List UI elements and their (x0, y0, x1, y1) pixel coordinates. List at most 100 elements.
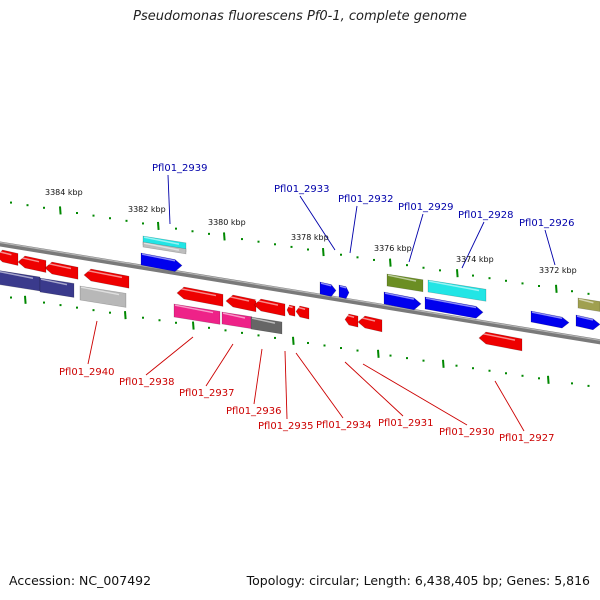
gene-left-red-4-shine (84, 269, 123, 279)
reverse-gene-leader (284, 350, 288, 420)
outer-tick-dot (356, 256, 359, 259)
gene-pfl01-2926-shine (531, 311, 563, 320)
outer-tick-dot (175, 227, 177, 230)
gene-pfl01-2929-shine (384, 292, 415, 300)
genome-title: Pseudomonas fluorescens Pf0-1, complete … (133, 9, 467, 24)
outer-tick-dot (422, 266, 425, 269)
tick-label: 3378 kbp (291, 233, 329, 242)
gene-pfl01-2940 (79, 285, 127, 308)
gene-pfl01-2932-shine (339, 285, 347, 289)
reverse-gene-label: Pfl01_2940 (59, 367, 115, 378)
reverse-gene-label: Pfl01_2931 (378, 418, 434, 429)
outer-tick-dot (521, 282, 524, 285)
outer-tick-dot (439, 269, 441, 272)
outer-tick-dot (587, 292, 590, 295)
gene-pfl01-2938-shine (174, 304, 214, 314)
inner-tick-dot (158, 319, 161, 322)
gene-pfl01-2940-shine (80, 286, 120, 296)
inner-tick-dot (538, 377, 540, 380)
tick-labels: 3384 kbp 3382 kbp 3380 kbp 3378 kbp 3376 kbp… (45, 188, 577, 275)
gene-right-edge-olive-shine (578, 298, 594, 304)
gene-pfl01-2928-cyan-shine (428, 280, 480, 292)
inner-tick-dot (406, 357, 408, 360)
gene-left-red-2-shine (18, 256, 40, 263)
outer-tick-dot (92, 214, 95, 217)
inner-tick-major-tick (292, 336, 295, 345)
inner-tick-dot (142, 316, 144, 319)
outer-tick-dot (505, 279, 507, 282)
gene-pfl01-2933 (319, 281, 337, 297)
tick-label: 3384 kbp (45, 188, 83, 197)
gene-left-red-1-shine (0, 251, 12, 256)
inner-tick-major-tick (547, 375, 550, 384)
gene-pfl01-2939-grey-shine (143, 242, 180, 251)
inner-tick-dot (59, 304, 62, 307)
gene-pfl01-2929-olive (386, 273, 424, 293)
gene-left-red-2 (17, 255, 47, 273)
backbone-line (0, 241, 600, 345)
gene-pfl01-2928 (424, 296, 484, 319)
forward-gene-label: Pfl01_2932 (338, 194, 394, 205)
reverse-gene-leader (344, 361, 404, 417)
reverse-gene-leader (87, 320, 98, 365)
inner-tick-major-tick (24, 295, 27, 304)
gene-pfl01-2938 (173, 303, 221, 325)
inner-tick-dot (10, 296, 12, 299)
forward-gene-leader (408, 213, 424, 263)
inner-tick-major-tick (442, 359, 445, 368)
inner-tick-dot (208, 326, 210, 329)
gene-left-red-4 (83, 268, 130, 289)
forward-gene-label: Pfl01_2933 (274, 184, 330, 195)
gene-pfl01-2936-shine (251, 317, 276, 324)
gene-features (0, 235, 600, 352)
gene-left-indigo-2 (39, 277, 75, 298)
accession-label: Accession: NC_007492 (9, 573, 152, 588)
outer-tick-dot (109, 217, 111, 220)
outer-tick-dot (472, 274, 474, 277)
outer-tick-dot (76, 212, 78, 215)
tick-label: 3382 kbp (128, 205, 166, 214)
outer-tick-dot (43, 206, 45, 209)
gene-pfl01-2935 (286, 304, 296, 317)
gene-right-edge-blue (575, 314, 600, 331)
tick-label: 3376 kbp (374, 244, 412, 253)
reverse-gene-leader (145, 336, 194, 376)
reverse-gene-label: Pfl01_2938 (119, 377, 175, 388)
inner-tick-dot (422, 359, 425, 362)
inner-tick-dot (455, 364, 458, 367)
reverse-gene-label: Pfl01_2934 (316, 420, 372, 431)
gene-pfl01-2938-red-shine (177, 287, 217, 297)
reverse-gene-label: Pfl01_2935 (258, 421, 314, 432)
gene-left-indigo-1-shine (0, 271, 34, 279)
genome-summary: Topology: circular; Length: 6,438,405 bp… (246, 573, 590, 588)
outer-tick-dot (191, 230, 194, 233)
outer-tick-dot (373, 258, 375, 261)
gene-pfl01-2927 (478, 331, 523, 352)
inner-tick-dot (488, 369, 491, 372)
outer-tick-dot (340, 253, 342, 256)
gene-pfl01-2930 (357, 315, 383, 333)
forward-gene-leader (299, 195, 336, 251)
reverse-gene-label: Pfl01_2937 (179, 388, 235, 399)
outer-tick-major-tick (456, 269, 459, 278)
reverse-gene-leader (295, 352, 344, 419)
gene-left-red-3-shine (45, 262, 72, 270)
gene-left-indigo-2-shine (40, 278, 68, 286)
gene-pfl01-2936 (250, 316, 283, 335)
outer-tick-dot (10, 201, 12, 204)
gene-pfl01-2929 (383, 291, 422, 311)
outer-tick-major-tick (59, 206, 62, 215)
outer-tick-dot (142, 222, 144, 225)
gene-pfl01-2937-shine (222, 312, 246, 319)
gene-pfl01-2930-shine (358, 316, 376, 322)
forward-gene-leader (544, 229, 556, 266)
inner-tick-dot (472, 367, 474, 370)
gene-labels: Pfl01_2939 Pfl01_2933 Pfl01_2932 Pfl01_2929… (59, 163, 575, 444)
gene-pfl01-2928-shine (425, 297, 477, 309)
gene-pfl01-2929-olive-shine (387, 274, 417, 282)
inner-tick-dot (521, 374, 524, 377)
inner-tick-dot (224, 329, 227, 332)
inner-tick-dot (92, 309, 95, 312)
